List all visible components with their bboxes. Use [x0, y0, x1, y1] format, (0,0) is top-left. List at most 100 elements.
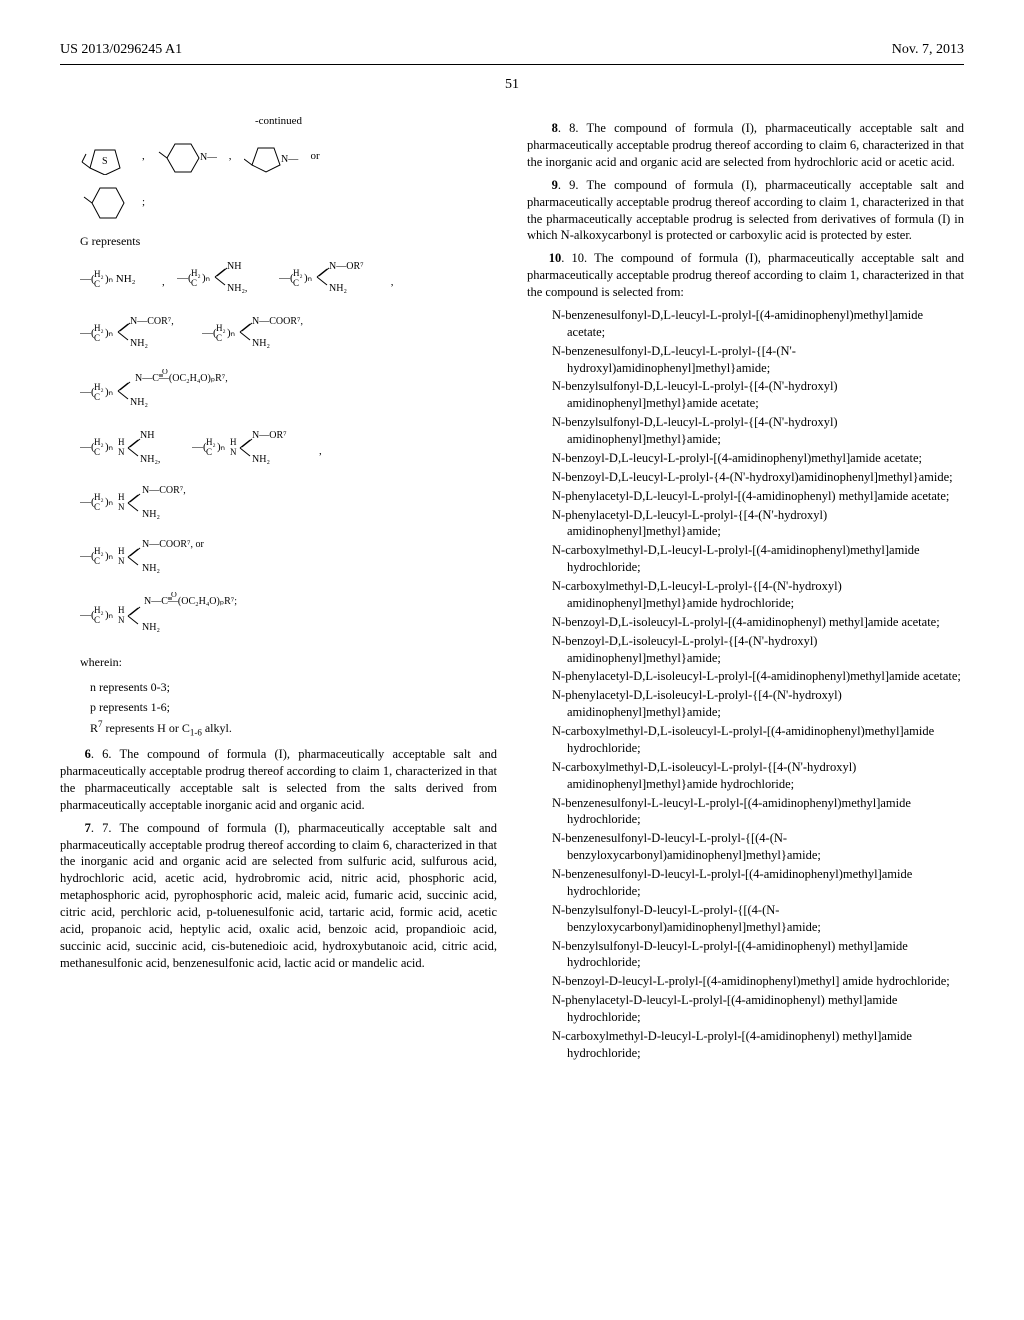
chem-comma-3: , — [162, 274, 165, 292]
svg-text:C: C — [293, 278, 299, 288]
claim-10: 10. 10. The compound of formula (I), pha… — [527, 250, 964, 301]
svg-text:C: C — [94, 615, 100, 625]
chem-comma-2: , — [229, 148, 232, 166]
chem-frag-7: —(H₂C)ₙHNNHNH₂, — [80, 428, 180, 475]
r7-represents: R7 represents H or C1-6 alkyl. — [90, 718, 497, 740]
svg-text:)ₙ: )ₙ — [105, 550, 113, 562]
compound-item: N-benzenesulfonyl-D-leucyl-L-prolyl-[(4-… — [552, 866, 964, 900]
compound-item: N-benzylsulfonyl-D-leucyl-L-prolyl-[(4-a… — [552, 938, 964, 972]
svg-text:NH₂: NH₂ — [252, 454, 270, 465]
chem-frag-1: —(H₂C )ₙ NH₂ — [80, 264, 150, 301]
claim-9: 9. 9. The compound of formula (I), pharm… — [527, 177, 964, 245]
chem-frag-3: —(H₂C)ₙN—OR⁷NH₂ — [279, 259, 379, 306]
compound-item: N-benzoyl-D,L-leucyl-L-prolyl-[(4-amidin… — [552, 450, 964, 467]
compound-item: N-benzenesulfonyl-D,L-leucyl-L-prolyl-[(… — [552, 307, 964, 341]
svg-text:C: C — [94, 447, 100, 457]
svg-text:N—COR⁷,: N—COR⁷, — [142, 485, 186, 496]
svg-text:—(: —( — [80, 273, 95, 285]
chem-frag-2: —(H₂C)ₙNHNH₂, — [177, 259, 267, 306]
p-represents: p represents 1-6; — [90, 698, 497, 716]
svg-text:H₂: H₂ — [206, 437, 216, 447]
svg-text:)ₙ: )ₙ — [217, 441, 225, 453]
page-header: US 2013/0296245 A1 Nov. 7, 2013 — [60, 40, 964, 65]
svg-text:—(: —( — [80, 441, 95, 453]
svg-text:H₂: H₂ — [94, 492, 104, 502]
svg-text:H₂: H₂ — [94, 437, 104, 447]
svg-text:H₂: H₂ — [293, 268, 303, 278]
svg-text:H₂: H₂ — [191, 268, 201, 278]
svg-text:)ₙ: )ₙ — [105, 496, 113, 508]
svg-text:C: C — [94, 333, 100, 343]
svg-text:NH₂: NH₂ — [130, 338, 148, 349]
chem-comma-4: , — [391, 274, 394, 292]
chem-comma-5: , — [319, 443, 322, 461]
content-columns: -continued S , N— , N— or ; — [60, 114, 964, 1064]
chem-or: or — [311, 148, 320, 166]
compound-item: N-phenylacetyl-D-leucyl-L-prolyl-[(4-ami… — [552, 992, 964, 1026]
svg-text:N: N — [118, 502, 125, 512]
compound-item: N-phenylacetyl-D,L-leucyl-L-prolyl-[(4-a… — [552, 488, 964, 505]
svg-text:NH₂: NH₂ — [130, 397, 148, 408]
svg-text:H₂: H₂ — [94, 382, 104, 392]
svg-text:C: C — [94, 502, 100, 512]
svg-text:N—COOR⁷,: N—COOR⁷, — [252, 316, 303, 327]
compound-item: N-phenylacetyl-D,L-isoleucyl-L-prolyl-{[… — [552, 687, 964, 721]
svg-text:C: C — [216, 333, 222, 343]
compound-item: N-benzylsulfonyl-D-leucyl-L-prolyl-{[(4-… — [552, 902, 964, 936]
svg-text:C: C — [94, 556, 100, 566]
svg-text:NH₂: NH₂ — [252, 338, 270, 349]
right-column: 8. 8. The compound of formula (I), pharm… — [527, 114, 964, 1064]
chem-frag-8: —(H₂C)ₙHNN—OR⁷NH₂ — [192, 428, 307, 475]
pyrrolidine-ring: N— — [244, 140, 299, 175]
svg-text:H₂: H₂ — [94, 323, 104, 333]
compound-item: N-carboxylmethyl-D,L-leucyl-L-prolyl-{[4… — [552, 578, 964, 612]
compound-item: N-carboxylmethyl-D,L-leucyl-L-prolyl-[(4… — [552, 542, 964, 576]
svg-text:NH₂: NH₂ — [142, 509, 160, 520]
svg-text:N—: N— — [200, 152, 217, 163]
compound-item: N-benzenesulfonyl-L-leucyl-L-prolyl-[(4-… — [552, 795, 964, 829]
compound-item: N-benzoyl-D-leucyl-L-prolyl-[(4-amidinop… — [552, 973, 964, 990]
left-column: -continued S , N— , N— or ; — [60, 114, 497, 1064]
svg-text:—(: —( — [80, 386, 95, 398]
g-structures: —(H₂C)ₙ NH₂ , —(H₂C)ₙNHNH₂, —(H₂C)ₙN—OR⁷… — [60, 259, 497, 643]
svg-text:H₂: H₂ — [94, 269, 104, 279]
chem-semicolon: ; — [142, 194, 145, 212]
svg-text:N—OR⁷: N—OR⁷ — [252, 430, 287, 441]
svg-text:S: S — [102, 156, 108, 167]
svg-text:—(: —( — [80, 609, 95, 621]
svg-text:—(: —( — [80, 496, 95, 508]
svg-text:O: O — [171, 592, 177, 599]
svg-text:NH: NH — [140, 430, 154, 441]
compound-item: N-carboxylmethyl-D,L-isoleucyl-L-prolyl-… — [552, 759, 964, 793]
svg-text:—(: —( — [279, 272, 294, 284]
compound-item: N-benzoyl-D,L-isoleucyl-L-prolyl-[(4-ami… — [552, 614, 964, 631]
svg-text:C: C — [206, 447, 212, 457]
compound-item: N-carboxylmethyl-D-leucyl-L-prolyl-[(4-a… — [552, 1028, 964, 1062]
compound-item: N-benzylsulfonyl-D,L-leucyl-L-prolyl-{[4… — [552, 378, 964, 412]
svg-text:H₂: H₂ — [216, 323, 226, 333]
svg-text:)ₙ: )ₙ — [227, 327, 235, 339]
svg-text:H₂: H₂ — [94, 546, 104, 556]
svg-text:H₂: H₂ — [94, 605, 104, 615]
chem-frag-4: —(H₂C)ₙN—COR⁷,NH₂ — [80, 314, 190, 361]
compound-item: N-phenylacetyl-D,L-isoleucyl-L-prolyl-[(… — [552, 668, 964, 685]
svg-text:)ₙ: )ₙ — [105, 441, 113, 453]
svg-text:H: H — [118, 492, 125, 502]
wherein-label: wherein: — [60, 654, 497, 671]
chem-rings-top: S , N— , N— or ; — [60, 140, 497, 223]
n-represents: n represents 0-3; — [90, 678, 497, 696]
svg-text:C: C — [191, 278, 197, 288]
thiophene-ring: S — [80, 140, 130, 175]
svg-text:C: C — [94, 279, 100, 289]
svg-text:N—: N— — [281, 154, 299, 165]
svg-text:NH₂: NH₂ — [142, 563, 160, 574]
svg-text:—(: —( — [177, 272, 192, 284]
compound-item: N-benzenesulfonyl-D,L-leucyl-L-prolyl-{[… — [552, 343, 964, 377]
chem-frag-11: —(H₂C)ₙHNN—C—(OC₂H₄O)ₚR⁷;ONH₂ — [80, 592, 290, 644]
g-represents-label: G represents — [60, 233, 497, 250]
svg-text:)ₙ NH₂: )ₙ NH₂ — [105, 273, 136, 285]
svg-text:NH₂,: NH₂, — [227, 283, 247, 294]
svg-text:NH₂: NH₂ — [329, 283, 347, 294]
svg-text:N—C—(OC₂H₄O)ₚR⁷,: N—C—(OC₂H₄O)ₚR⁷, — [135, 373, 228, 384]
svg-text:—(: —( — [80, 550, 95, 562]
